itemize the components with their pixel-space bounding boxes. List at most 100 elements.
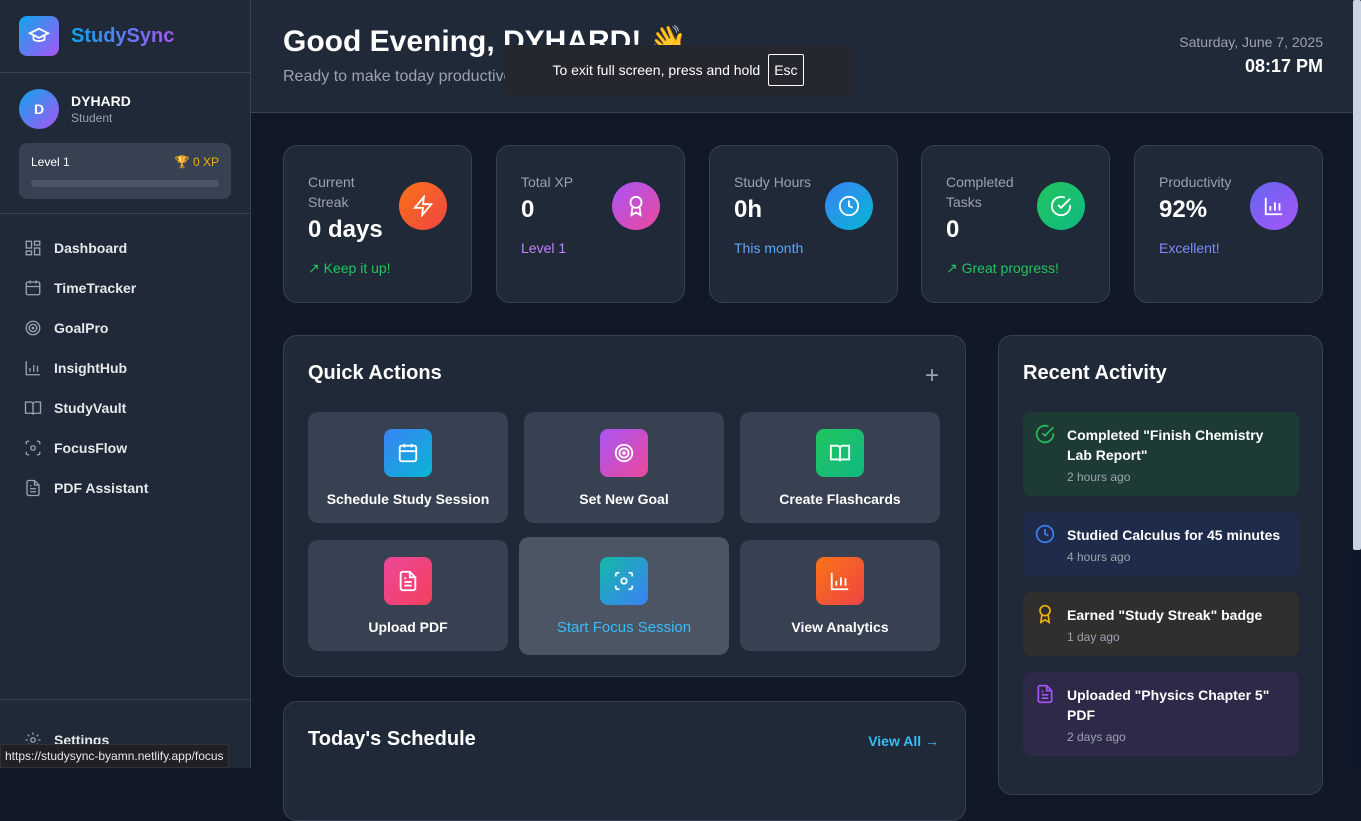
nav-label: FocusFlow [54,440,128,456]
award-icon [1039,604,1051,624]
book-icon [829,444,851,461]
book-icon [24,401,42,415]
clock-icon [1035,524,1055,544]
grid-icon [25,240,41,256]
quick-action-label: Start Focus Session [556,618,692,636]
xp-value: 0 XP [192,155,219,169]
fullscreen-toast: To exit full screen, press and hold Esc [505,45,851,95]
activity-text: Studied Calculus for 45 minutes [1067,527,1281,543]
stat-card: Total XP 0 Level 1 [496,145,685,303]
lightning-icon [412,195,434,217]
stat-value: 0 [521,196,535,223]
check-circle-icon [1050,195,1072,217]
bar-chart-icon [830,572,849,590]
header: Good Evening, DYHARD! 👋 Ready to make to… [251,0,1361,113]
quick-action-view-analytics[interactable]: View Analytics [740,540,940,651]
activity-item: Studied Calculus for 45 minutes 4 hours a… [1023,512,1299,576]
scrollbar-thumb[interactable] [1353,0,1361,550]
quick-action-set-new-goal[interactable]: Set New Goal [524,412,724,523]
quick-action-upload-pdf[interactable]: Upload PDF [308,540,508,651]
recent-activity-title: Recent Activity [1023,362,1167,384]
calendar-icon [398,443,418,462]
check-circle-icon [1035,424,1055,444]
plus-icon[interactable]: + [924,362,939,389]
activity-item: Completed "Finish Chemistry Lab Report" 2… [1023,412,1299,496]
clock-icon [838,195,860,217]
target-icon [25,320,41,336]
stat-footer: Excellent! [1159,240,1220,256]
calendar-icon [25,280,41,296]
stat-label: Total XP [521,174,574,190]
quick-action-label: Create Flashcards [779,490,901,507]
date: Saturday, June 7, 2025 [1179,34,1323,50]
sidebar-item-timetracker[interactable]: TimeTracker [0,268,250,308]
quick-action-label: Upload PDF [368,618,448,635]
toast-text: To exit full screen, press and hold [552,62,761,78]
esc-key: Esc [768,54,804,86]
logo[interactable]: StudySync [0,0,250,73]
nav-label: Dashboard [54,240,128,256]
time: 08:17 PM [1244,56,1323,76]
view-all-link[interactable]: View All → [868,733,939,749]
scrollbar[interactable] [1353,0,1361,768]
file-icon [399,570,417,591]
sidebar: StudySync D DYHARD Student Level 1 🏆 0 XP … [0,0,251,768]
sidebar-item-focusflow[interactable]: FocusFlow [0,428,250,468]
avatar: D [19,89,59,129]
activity-time: 1 day ago [1067,630,1120,644]
status-url: https://studysync-byamn.netlify.app/focu… [0,744,229,768]
bar-chart-icon [25,361,40,376]
quick-action-start-focus-session[interactable]: Start Focus Session [519,537,729,655]
activity-item: Uploaded "Physics Chapter 5" PDF 2 days a… [1023,672,1299,756]
level-progress-bar [31,180,219,187]
file-icon [1037,684,1053,704]
level-card: Level 1 🏆 0 XP [19,143,231,199]
stat-label: Study Hours [734,174,812,190]
award-icon [629,195,643,217]
quick-actions-title: Quick Actions [308,362,442,384]
activity-item: Earned "Study Streak" badge 1 day ago [1023,592,1299,656]
activity-text: Uploaded "Physics Chapter 5" PDF [1067,687,1270,723]
trophy-icon: 🏆 [174,155,190,169]
stat-label: Current Streak [308,174,355,210]
activity-text: Completed "Finish Chemistry Lab Report" [1067,427,1264,463]
quick-action-create-flashcards[interactable]: Create Flashcards [740,412,940,523]
quick-actions-panel: Quick Actions + Schedule Study Session Se… [283,335,966,677]
quick-action-label: View Analytics [791,618,889,635]
stat-value: 0h [734,196,763,223]
stat-value: 0 days [308,216,383,243]
quick-action-label: Set New Goal [579,490,669,507]
app-name: StudySync [71,24,175,47]
schedule-title: Today's Schedule [308,728,476,750]
nav-menu: Dashboard TimeTracker GoalPro InsightHub Stu… [0,214,250,508]
nav-label: TimeTracker [54,280,137,296]
focus-icon [25,440,41,456]
user-role: Student [71,111,113,125]
trending-up-icon: ↗ [308,260,320,276]
sidebar-item-studyvault[interactable]: StudyVault [0,388,250,428]
stat-card: Productivity 92% Excellent! [1134,145,1323,303]
stat-label: Productivity [1159,174,1232,190]
graduation-cap-icon [19,16,59,56]
stat-footer: This month [734,240,804,256]
sidebar-item-dashboard[interactable]: Dashboard [0,228,250,268]
sidebar-item-goalpro[interactable]: GoalPro [0,308,250,348]
stat-label: Completed Tasks [946,174,1014,210]
stat-value: 92% [1159,196,1208,223]
nav-label: StudyVault [54,400,127,416]
schedule-panel: Today's Schedule View All → [283,701,966,821]
nav-label: GoalPro [54,320,109,336]
focus-icon [614,571,634,590]
recent-activity-panel: Recent Activity Completed "Finish Chemis… [998,335,1323,795]
nav-label: PDF Assistant [54,480,149,496]
sidebar-item-pdf-assistant[interactable]: PDF Assistant [0,468,250,508]
activity-time: 2 days ago [1067,730,1126,744]
nav-label: InsightHub [54,360,128,376]
stat-card: Completed Tasks 0 ↗ Great progress! [921,145,1110,303]
user-panel: D DYHARD Student Level 1 🏆 0 XP [0,73,250,214]
sidebar-item-insighthub[interactable]: InsightHub [0,348,250,388]
quick-action-schedule-study-session[interactable]: Schedule Study Session [308,412,508,523]
bar-chart-icon [1264,197,1283,216]
level-label: Level 1 [31,155,70,169]
stat-footer: Level 1 [521,240,567,256]
